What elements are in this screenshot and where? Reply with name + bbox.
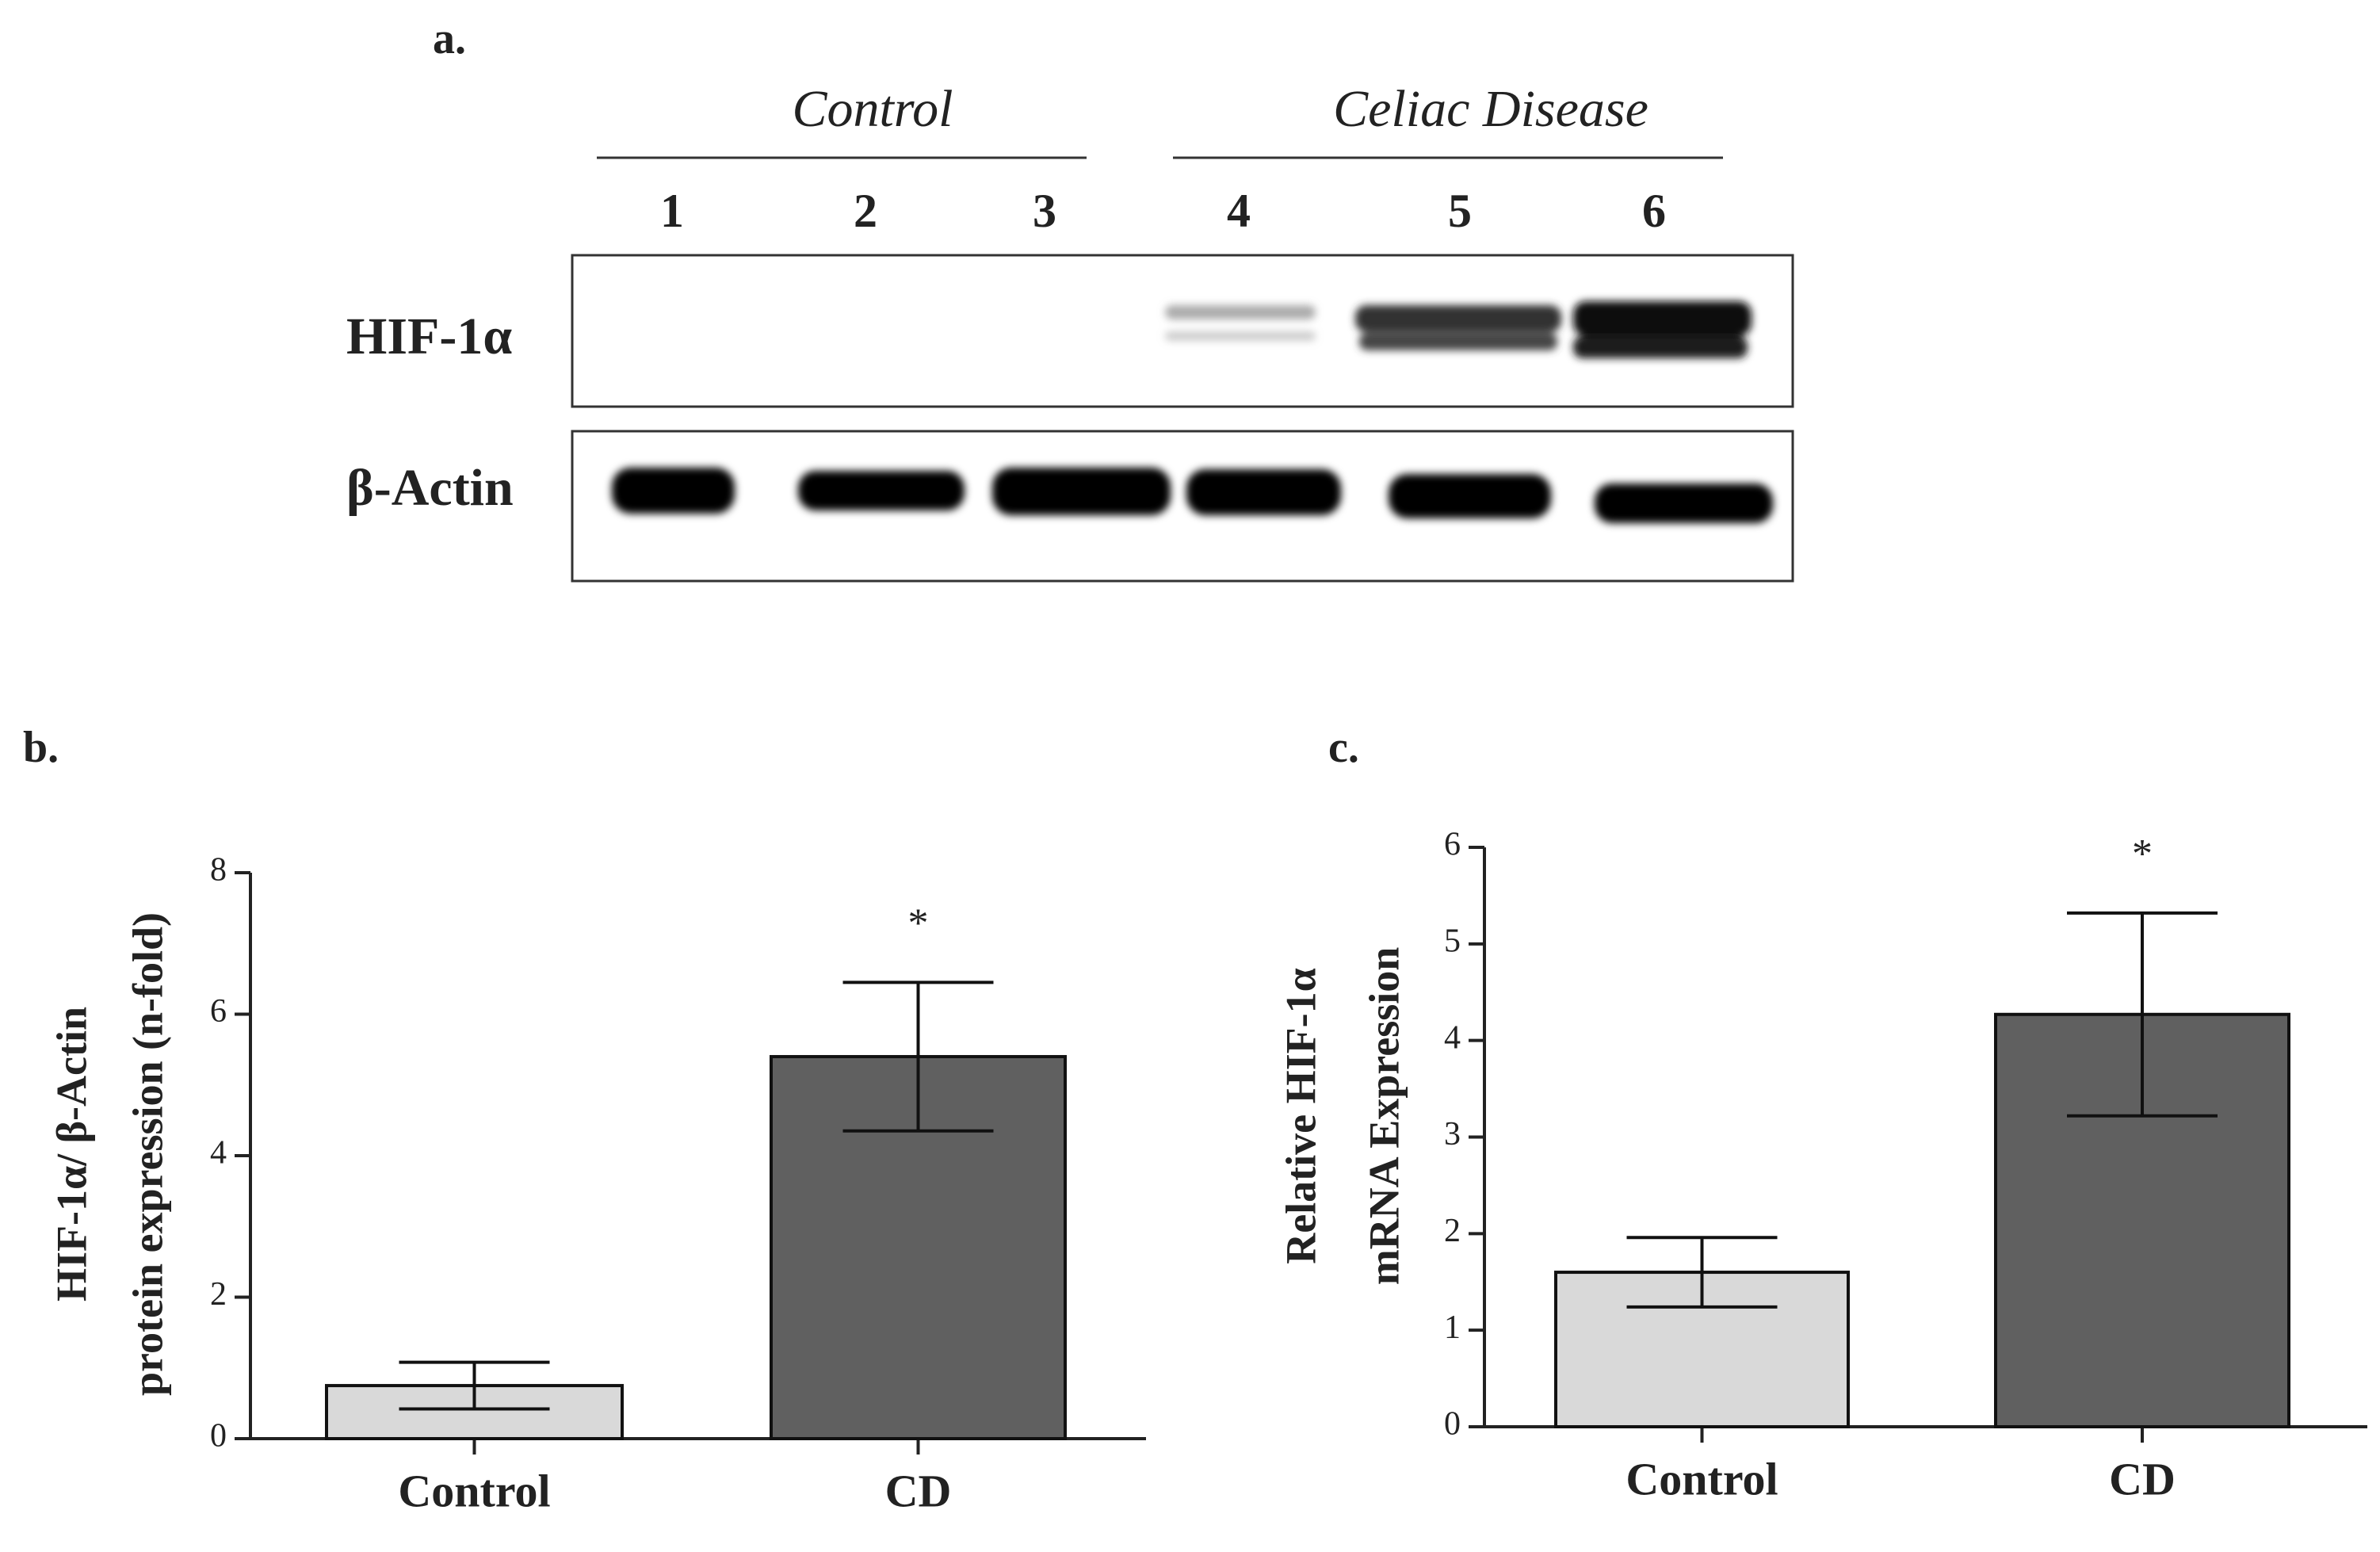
y-tick-label: 0	[1444, 1406, 1461, 1443]
y-axis-label: Relative HIF-1α	[1277, 968, 1324, 1264]
y-axis-label: protein expression (n-fold)	[124, 912, 171, 1396]
band	[992, 468, 1171, 515]
y-tick-label: 6	[1444, 827, 1461, 863]
error-bar	[842, 981, 994, 1133]
band	[1573, 301, 1752, 336]
lane-label: 1	[660, 185, 684, 237]
band	[1573, 336, 1748, 358]
hif-bands	[1165, 301, 1752, 358]
x-tick-label: CD	[885, 1465, 952, 1516]
x-tick-label: Control	[1626, 1453, 1778, 1504]
y-tick-label: 4	[210, 1135, 227, 1172]
lane-label: 5	[1448, 185, 1472, 237]
panel-label: b.	[23, 723, 59, 772]
panel-label: a.	[433, 14, 466, 63]
band	[1165, 305, 1316, 319]
blot-box	[571, 430, 1794, 583]
y-tick-label: 6	[210, 993, 227, 1030]
panel-label: c.	[1328, 723, 1359, 772]
x-tick-label: Control	[398, 1465, 550, 1516]
lane-label: 3	[1033, 185, 1056, 237]
error-bar	[399, 1360, 550, 1411]
significance: *	[2132, 831, 2153, 877]
y-tick-label: 2	[1444, 1213, 1461, 1249]
y-axis-label: HIF-1α/ β-Actin	[48, 1007, 95, 1302]
lane-label: 6	[1642, 185, 1666, 237]
band	[1355, 305, 1561, 332]
y-tick-label: 1	[1444, 1309, 1461, 1346]
y-tick-label: 2	[210, 1276, 227, 1313]
significance: *	[908, 900, 929, 946]
group-label: Control	[793, 80, 953, 138]
error-bar	[1626, 1236, 1778, 1309]
actin-bands	[612, 468, 1773, 523]
band	[1595, 484, 1773, 523]
lane-label: 4	[1227, 185, 1251, 237]
y-tick-label: 3	[1444, 1116, 1461, 1153]
y-tick-label: 4	[1444, 1019, 1461, 1056]
band	[612, 468, 735, 514]
lane-label: 2	[854, 185, 877, 237]
band	[1359, 333, 1557, 350]
x-tick-label: CD	[2109, 1453, 2176, 1504]
error-bar	[2067, 911, 2218, 1118]
band	[1165, 331, 1316, 341]
row-label: β-Actin	[346, 459, 514, 517]
y-tick-label: 5	[1444, 923, 1461, 959]
row-label: HIF-1α	[346, 308, 512, 365]
band	[1186, 469, 1341, 515]
y-axis-label: mRNA Expression	[1360, 947, 1408, 1286]
band	[1389, 474, 1551, 518]
y-tick-label: 8	[210, 852, 227, 889]
band	[798, 471, 965, 510]
y-tick-label: 0	[210, 1418, 227, 1455]
group-label: Celiac Disease	[1333, 80, 1648, 138]
